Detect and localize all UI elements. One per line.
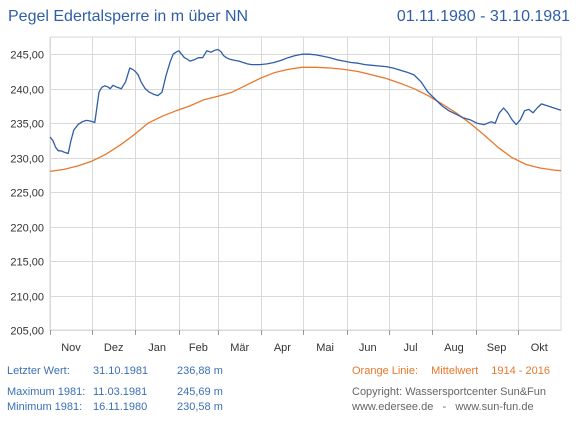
- y-tick-label: 240,00: [10, 85, 44, 97]
- y-tick-labels: 205,00 210,00 215,00 220,00 225,00 230,00 235,…: [10, 50, 44, 338]
- axes: [49, 36, 562, 335]
- x-tick-label: Dez: [104, 342, 124, 354]
- copyright-text: Copyright: Wassersportcenter Sun&Fun: [352, 386, 547, 398]
- mean-line-range: 1914 - 2016: [491, 365, 550, 377]
- min-label: Minimum 1981:: [7, 401, 83, 413]
- min-value: 230,58 m: [177, 401, 223, 413]
- mean-line-label: Orange Linie:: [352, 365, 419, 377]
- plot-frame: [49, 36, 562, 331]
- website-links[interactable]: www.edersee.de - www.sun-fun.de: [352, 401, 534, 413]
- series-lines: [49, 48, 562, 173]
- x-tick-labels: Nov Dez Jan Feb Mär Apr Mai Jun Jul Aug Sep Okt: [61, 342, 548, 354]
- y-tick-label: 230,00: [10, 154, 44, 166]
- y-tick-label: 225,00: [10, 188, 44, 200]
- x-tick-label: Apr: [274, 342, 291, 354]
- y-tick-label: 245,00: [10, 50, 44, 62]
- max-label: Maximum 1981:: [7, 386, 86, 398]
- x-tick-label: Nov: [61, 342, 81, 354]
- max-date: 11.03.1981: [93, 386, 148, 398]
- x-tick-label: Mai: [316, 342, 334, 354]
- min-date: 16.11.1980: [93, 401, 148, 413]
- chart-title: Pegel Edertalsperre in m über NN: [8, 8, 249, 25]
- y-tick-label: 220,00: [10, 223, 44, 235]
- x-tick-label: Jan: [148, 342, 166, 354]
- series-line-pegel: [49, 48, 562, 155]
- series-line-mittelwert: [49, 66, 562, 173]
- last-value: 236,88 m: [177, 365, 223, 377]
- x-tick-label: Aug: [444, 342, 464, 354]
- y-tick-label: 215,00: [10, 257, 44, 269]
- x-tick-label: Okt: [531, 342, 548, 354]
- x-tick-label: Jun: [359, 342, 377, 354]
- chart-period: 01.11.1980 - 31.10.1981: [396, 8, 570, 25]
- x-tick-label: Sep: [487, 342, 507, 354]
- mean-line-text: Mittelwert: [431, 365, 479, 377]
- x-tick-label: Jul: [403, 342, 417, 354]
- y-tick-label: 235,00: [10, 119, 44, 131]
- last-value-label: Letzter Wert:: [7, 365, 70, 377]
- max-value: 245,69 m: [177, 386, 223, 398]
- mean-line-note: Orange Linie: Mittelwert 1914 - 2016: [352, 365, 560, 377]
- y-tick-label: 210,00: [10, 292, 44, 304]
- y-tick-label: 205,00: [10, 326, 44, 338]
- x-tick-label: Mär: [230, 342, 249, 354]
- x-tick-label: Feb: [189, 342, 208, 354]
- grid-lines: [50, 37, 561, 331]
- last-value-date: 31.10.1981: [93, 365, 149, 377]
